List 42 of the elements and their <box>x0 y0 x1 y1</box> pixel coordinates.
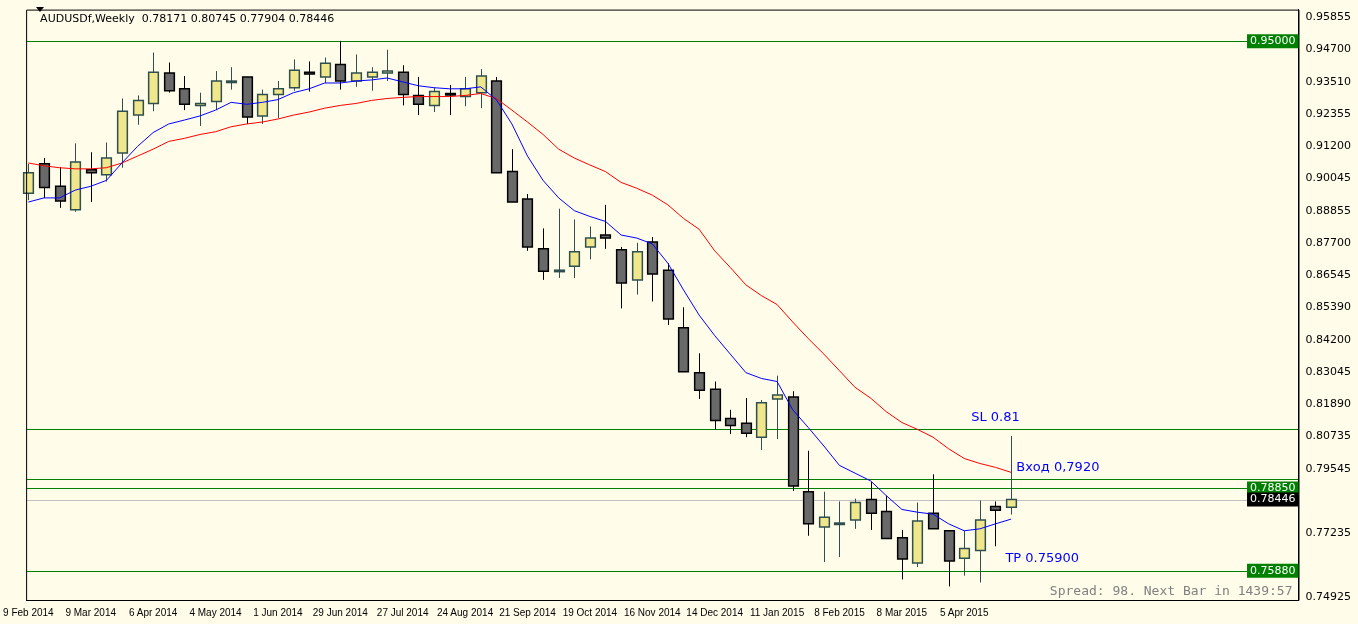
ref-line-label: 0.95000 <box>1250 34 1296 48</box>
y-tick-label: 0.81890 <box>1305 397 1352 411</box>
x-tick-label: 4 May 2014 <box>189 606 243 618</box>
y-tick-label: 0.84200 <box>1305 333 1352 347</box>
annotation: Spread: 98. Next Bar in 1439:57 <box>1049 582 1293 598</box>
x-tick-label: 19 Oct 2014 <box>562 606 618 618</box>
annotation: TP 0.75900 <box>1004 549 1080 565</box>
y-tick-label: 0.91200 <box>1305 139 1352 153</box>
y-tick-label: 0.79545 <box>1305 462 1352 476</box>
x-tick-label: 24 Aug 2014 <box>437 606 494 618</box>
y-tick-label: 0.74925 <box>1305 589 1352 603</box>
ref-line-label: 0.78850 <box>1250 481 1296 495</box>
x-tick-label: 5 Apr 2015 <box>940 606 989 618</box>
y-tick-label: 0.93510 <box>1305 75 1352 89</box>
y-tick-label: 0.95855 <box>1305 10 1352 24</box>
annotation: Вход 0,7920 <box>1016 458 1100 474</box>
x-tick-label: 14 Dec 2014 <box>686 606 744 618</box>
y-tick-label: 0.86545 <box>1305 268 1352 282</box>
y-tick-label: 0.87700 <box>1305 236 1352 250</box>
x-tick-label: 8 Mar 2015 <box>876 606 928 618</box>
chart-title: AUDUSDf,Weekly 0.78171 0.80745 0.77904 0.78446 <box>40 11 335 25</box>
y-tick-label: 0.94700 <box>1305 42 1352 56</box>
ref-line-label: 0.78446 <box>1250 492 1296 506</box>
x-tick-label: 8 Feb 2015 <box>814 606 866 618</box>
x-tick-label: 27 Jul 2014 <box>376 606 429 618</box>
x-tick-label: 11 Jan 2015 <box>749 606 805 618</box>
y-tick-label: 0.90045 <box>1305 171 1352 185</box>
y-tick-label: 0.83045 <box>1305 365 1352 379</box>
x-tick-label: 29 Jun 2014 <box>312 606 369 618</box>
ref-line-label: 0.75880 <box>1250 563 1296 577</box>
x-tick-label: 16 Nov 2014 <box>623 606 682 618</box>
x-tick-label: 21 Sep 2014 <box>499 606 557 618</box>
annotation: SL 0.81 <box>971 408 1020 424</box>
y-tick-label: 0.88855 <box>1305 204 1352 218</box>
y-tick-label: 0.80735 <box>1305 429 1352 443</box>
y-tick-label: 0.77235 <box>1305 525 1352 539</box>
y-tick-label: 0.85390 <box>1305 300 1352 314</box>
x-tick-label: 9 Feb 2014 <box>3 606 55 618</box>
x-tick-label: 9 Mar 2014 <box>65 606 117 618</box>
x-tick-label: 6 Apr 2014 <box>128 606 178 618</box>
y-tick-label: 0.92355 <box>1305 107 1352 121</box>
x-tick-label: 1 Jun 2014 <box>253 606 304 618</box>
